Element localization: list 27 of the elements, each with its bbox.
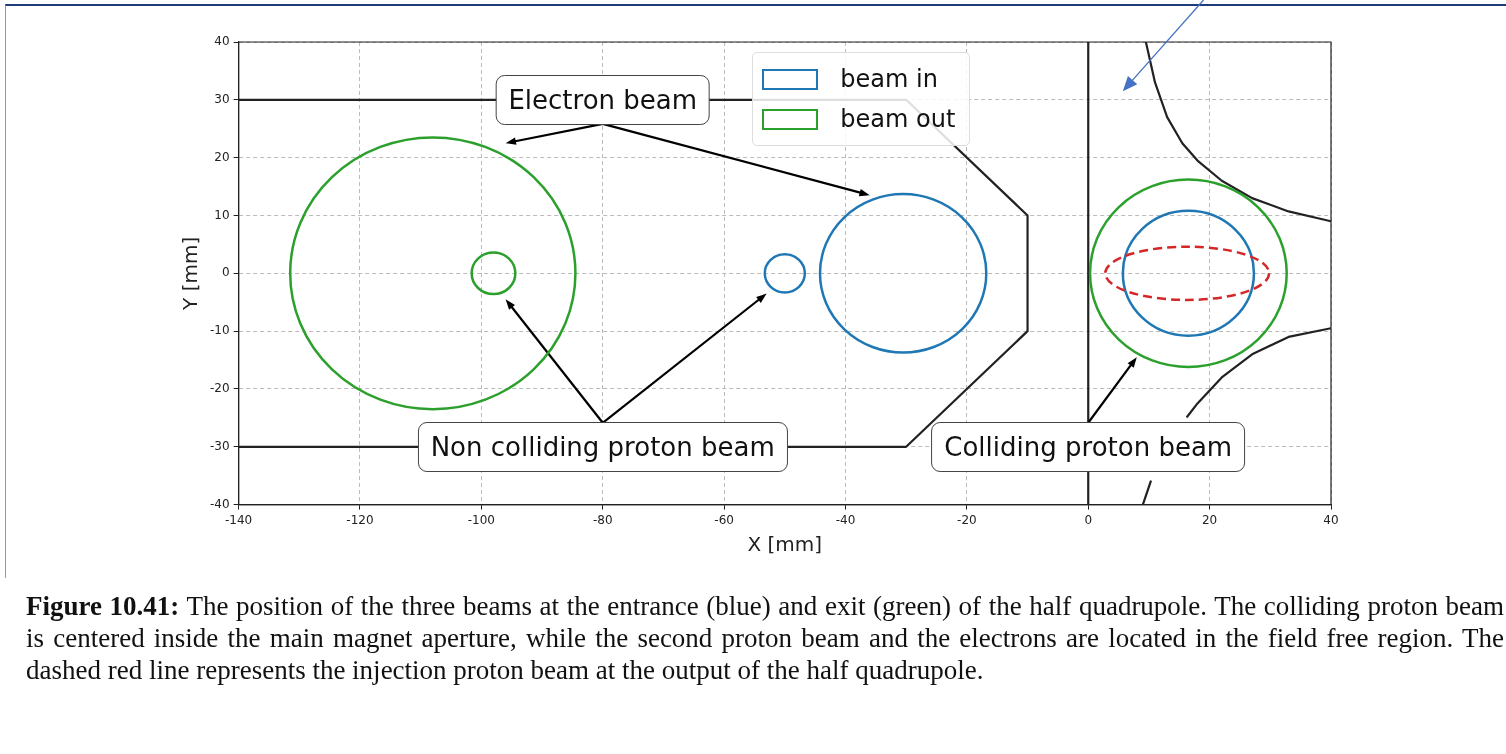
x-tick-label: 0	[1084, 512, 1093, 527]
legend-label: beam out	[840, 105, 956, 133]
x-tick-label: -100	[467, 512, 495, 527]
y-tick-label: 30	[214, 91, 230, 106]
annotation: Colliding proton beam	[931, 421, 1246, 472]
x-tick-label: -40	[835, 512, 856, 527]
x-tick-label: -80	[592, 512, 613, 527]
x-tick-label: -60	[714, 512, 734, 527]
y-tick-label: 20	[214, 149, 230, 164]
y-tick-label: 40	[214, 34, 230, 49]
y-tick-label: -30	[209, 438, 230, 453]
x-tick-label: 40	[1323, 512, 1339, 527]
y-axis-title: Y [mm]	[178, 236, 203, 311]
x-tick-label: -140	[224, 512, 253, 527]
y-tick-label: 10	[214, 207, 230, 222]
y-tick-label: -10	[209, 323, 230, 338]
caption: Figure 10.41: The position of the three beams at the entrance (blue) and exit (green) of the half quadrupole. The colliding proton beam is centered inside the main magnet aperture, while the second proton beam and the electrons are located in the field free region. The dashed red line represents the injection proton beam at the output of the half quadrupole.	[26, 590, 1504, 686]
x-tick-label: -120	[346, 512, 374, 527]
annotation: Non colliding proton beam	[417, 421, 788, 472]
y-tick-label: -40	[209, 496, 230, 511]
y-tick-label: -20	[209, 381, 230, 396]
legend-label: beam in	[840, 65, 938, 93]
annotation: Electron beam	[495, 74, 711, 125]
x-tick-label: 20	[1201, 512, 1218, 527]
y-tick-label: 0	[221, 265, 230, 280]
x-tick-label: -20	[957, 512, 977, 527]
x-axis-title: X [mm]	[747, 532, 823, 557]
